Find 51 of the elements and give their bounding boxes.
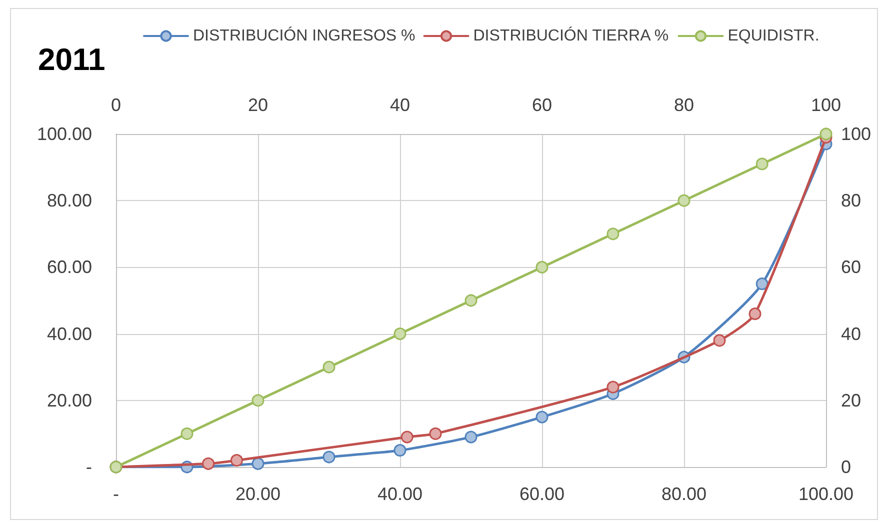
legend-label: DISTRIBUCIÓN TIERRA % (473, 26, 669, 44)
point (606, 380, 620, 394)
x-tick-label: - (113, 484, 119, 504)
x2-tick-label: 20 (248, 95, 268, 115)
point (464, 430, 478, 444)
point (202, 457, 215, 470)
point (820, 128, 832, 140)
y-tick-label: 40.00 (46, 324, 92, 344)
x2-tick-label: 80 (674, 95, 694, 115)
point (394, 328, 406, 340)
y2-tick-label: 100 (841, 124, 872, 144)
point (464, 294, 478, 307)
y-tick-label: 20.00 (46, 390, 92, 410)
point (252, 457, 264, 470)
point (322, 360, 336, 374)
point (322, 450, 336, 464)
x-tick-label: 80.00 (661, 484, 707, 504)
x-tick-label: 20.00 (235, 484, 281, 504)
point (180, 427, 194, 440)
y-tick-label: 60.00 (46, 257, 92, 278)
point (536, 260, 548, 274)
point (252, 394, 264, 407)
point (536, 410, 548, 424)
x2-tick-label: 40 (390, 95, 410, 115)
y-tick-label: 80.00 (46, 190, 92, 211)
y2-tick-label: 40 (841, 324, 862, 344)
y-tick-label: 100.00 (36, 124, 92, 144)
y2-tick-label: 20 (841, 390, 862, 410)
point (394, 444, 406, 457)
legend-label: EQUIDISTR. (728, 28, 820, 44)
point (713, 334, 726, 347)
y2-tick-label: 60 (841, 257, 862, 278)
y2-tick-label: 0 (841, 457, 852, 477)
point (756, 158, 768, 170)
x2-tick-label: 100 (810, 95, 842, 115)
point (400, 430, 414, 444)
point (606, 228, 620, 240)
point (748, 308, 762, 320)
chart-title: 2011 (38, 42, 106, 77)
point (429, 427, 442, 440)
x-tick-label: 100.00 (798, 484, 854, 504)
y2-tick-label: 80 (841, 190, 862, 211)
x2-tick-label: 0 (110, 95, 122, 115)
x-tick-label: 60.00 (519, 484, 565, 504)
point (756, 278, 768, 290)
y-tick-label: - (86, 457, 92, 477)
x2-tick-label: 60 (532, 95, 552, 115)
point (230, 454, 243, 467)
point (678, 194, 690, 207)
legend-label: DISTRIBUCIÓN INGRESOS % (193, 26, 416, 44)
x-tick-label: 40.00 (377, 484, 423, 504)
